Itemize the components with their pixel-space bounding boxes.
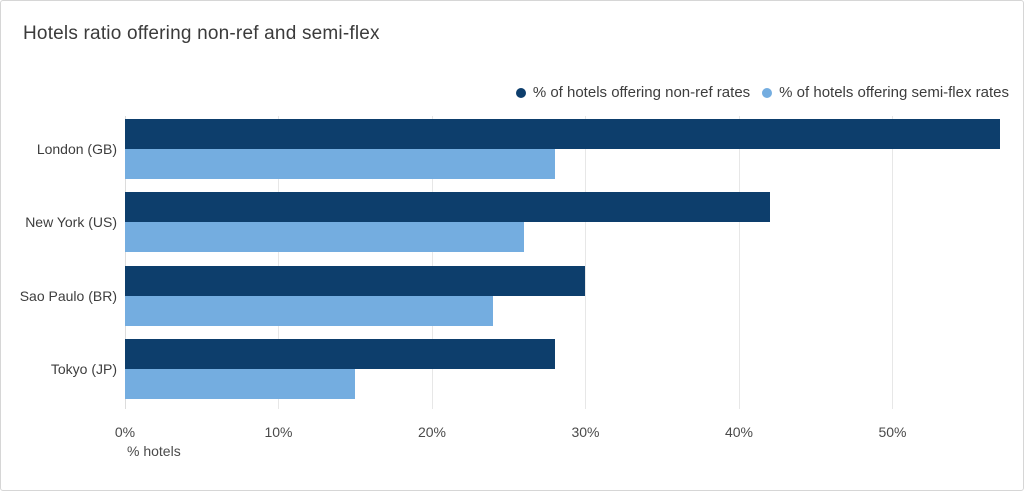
legend-dot-icon [762, 87, 773, 98]
x-axis-label: % hotels [127, 443, 181, 459]
gridline [125, 116, 126, 409]
bar-semi-flex [125, 368, 356, 399]
gridline [892, 116, 894, 409]
category-label: London (GB) [36, 141, 117, 157]
bar-non-ref [125, 192, 770, 223]
legend-item-semi-flex[interactable]: % of hotels offering semi-flex rates [762, 84, 1009, 101]
gridline [738, 116, 740, 409]
category-label: Tokyo (JP) [50, 360, 117, 377]
x-tick-label: 20% [417, 424, 446, 440]
legend-label: % of hotels offering non-ref rates [532, 84, 751, 101]
x-axis-ticks: 0% 10% 20% 30% 40% 50% [115, 424, 1003, 442]
bar-non-ref [125, 265, 586, 296]
x-tick-label: 30% [571, 424, 600, 440]
x-tick-label: 50% [878, 424, 907, 440]
plot-area [125, 116, 1003, 409]
x-tick-label: 40% [724, 424, 753, 440]
legend-dot-icon [515, 87, 526, 98]
bar-semi-flex [125, 222, 525, 253]
x-tick-label: 0% [114, 424, 136, 440]
category-label: Sao Paulo (BR) [19, 287, 117, 304]
gridline [585, 116, 587, 409]
bar-semi-flex [125, 149, 555, 179]
chart-title: Hotels ratio offering non-ref and semi-f… [23, 23, 380, 44]
gridline [278, 116, 280, 409]
bar-non-ref [125, 338, 555, 369]
plot-wrap: London (GB) New York (US) Sao Paulo (BR) To… [1, 116, 1003, 409]
legend-label: % of hotels offering semi-flex rates [779, 84, 1009, 101]
legend-item-non-ref[interactable]: % of hotels offering non-ref rates [515, 84, 751, 101]
bar-semi-flex [125, 295, 494, 326]
gridline [431, 116, 433, 409]
category-label: New York (US) [25, 214, 117, 231]
bar-non-ref [125, 119, 1000, 149]
x-tick-label: 10% [264, 424, 293, 440]
legend: % of hotels offering non-ref rates % of h… [515, 84, 1009, 101]
